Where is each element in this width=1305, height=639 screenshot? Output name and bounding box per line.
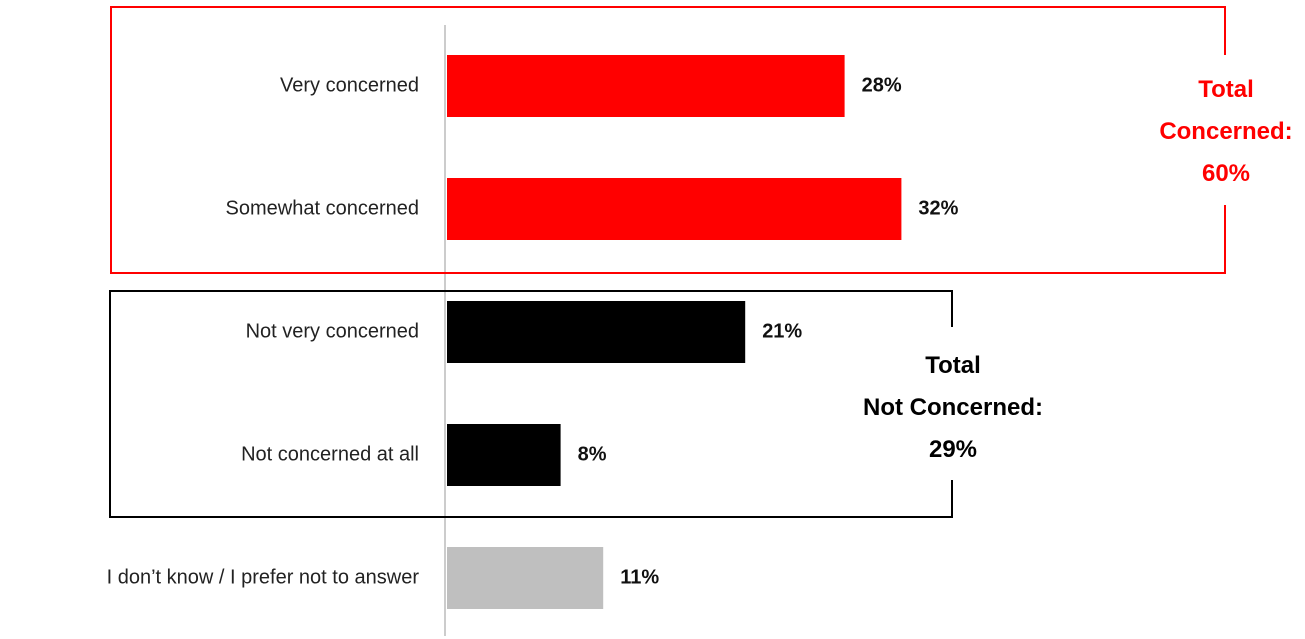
group-not-concerned-line-1: Total bbox=[925, 352, 981, 379]
group-concerned-line-3: 60% bbox=[1202, 160, 1250, 187]
category-label-5: I don’t know / I prefer not to answer bbox=[107, 566, 420, 588]
value-label-4: 8% bbox=[578, 443, 607, 465]
value-label-2: 32% bbox=[918, 197, 958, 219]
value-label-1: 28% bbox=[862, 74, 902, 96]
value-label-5: 11% bbox=[620, 566, 659, 588]
group-not-concerned-box bbox=[109, 290, 953, 518]
group-concerned-box bbox=[110, 6, 1226, 274]
group-concerned-line-2: Concerned: bbox=[1159, 118, 1292, 145]
bar-2 bbox=[447, 178, 902, 240]
group-concerned: Total Concerned: 60% bbox=[110, 6, 1293, 274]
group-not-concerned-line-2: Not Concerned: bbox=[863, 394, 1043, 421]
group-not-concerned: Total Not Concerned: 29% bbox=[109, 290, 1043, 518]
category-label-4: Not concerned at all bbox=[241, 443, 419, 465]
bars-layer: Very concerned 28% Somewhat concerned 32% No… bbox=[107, 55, 959, 609]
value-label-3: 21% bbox=[762, 320, 802, 342]
category-label-1: Very concerned bbox=[280, 74, 419, 96]
group-concerned-line-1: Total bbox=[1198, 76, 1254, 103]
group-not-concerned-line-3: 29% bbox=[929, 436, 977, 463]
bar-5 bbox=[447, 547, 604, 609]
bar-1 bbox=[447, 55, 845, 117]
category-label-3: Not very concerned bbox=[246, 320, 419, 342]
bar-3 bbox=[447, 301, 746, 363]
category-label-2: Somewhat concerned bbox=[226, 197, 419, 219]
bar-4 bbox=[447, 424, 561, 486]
